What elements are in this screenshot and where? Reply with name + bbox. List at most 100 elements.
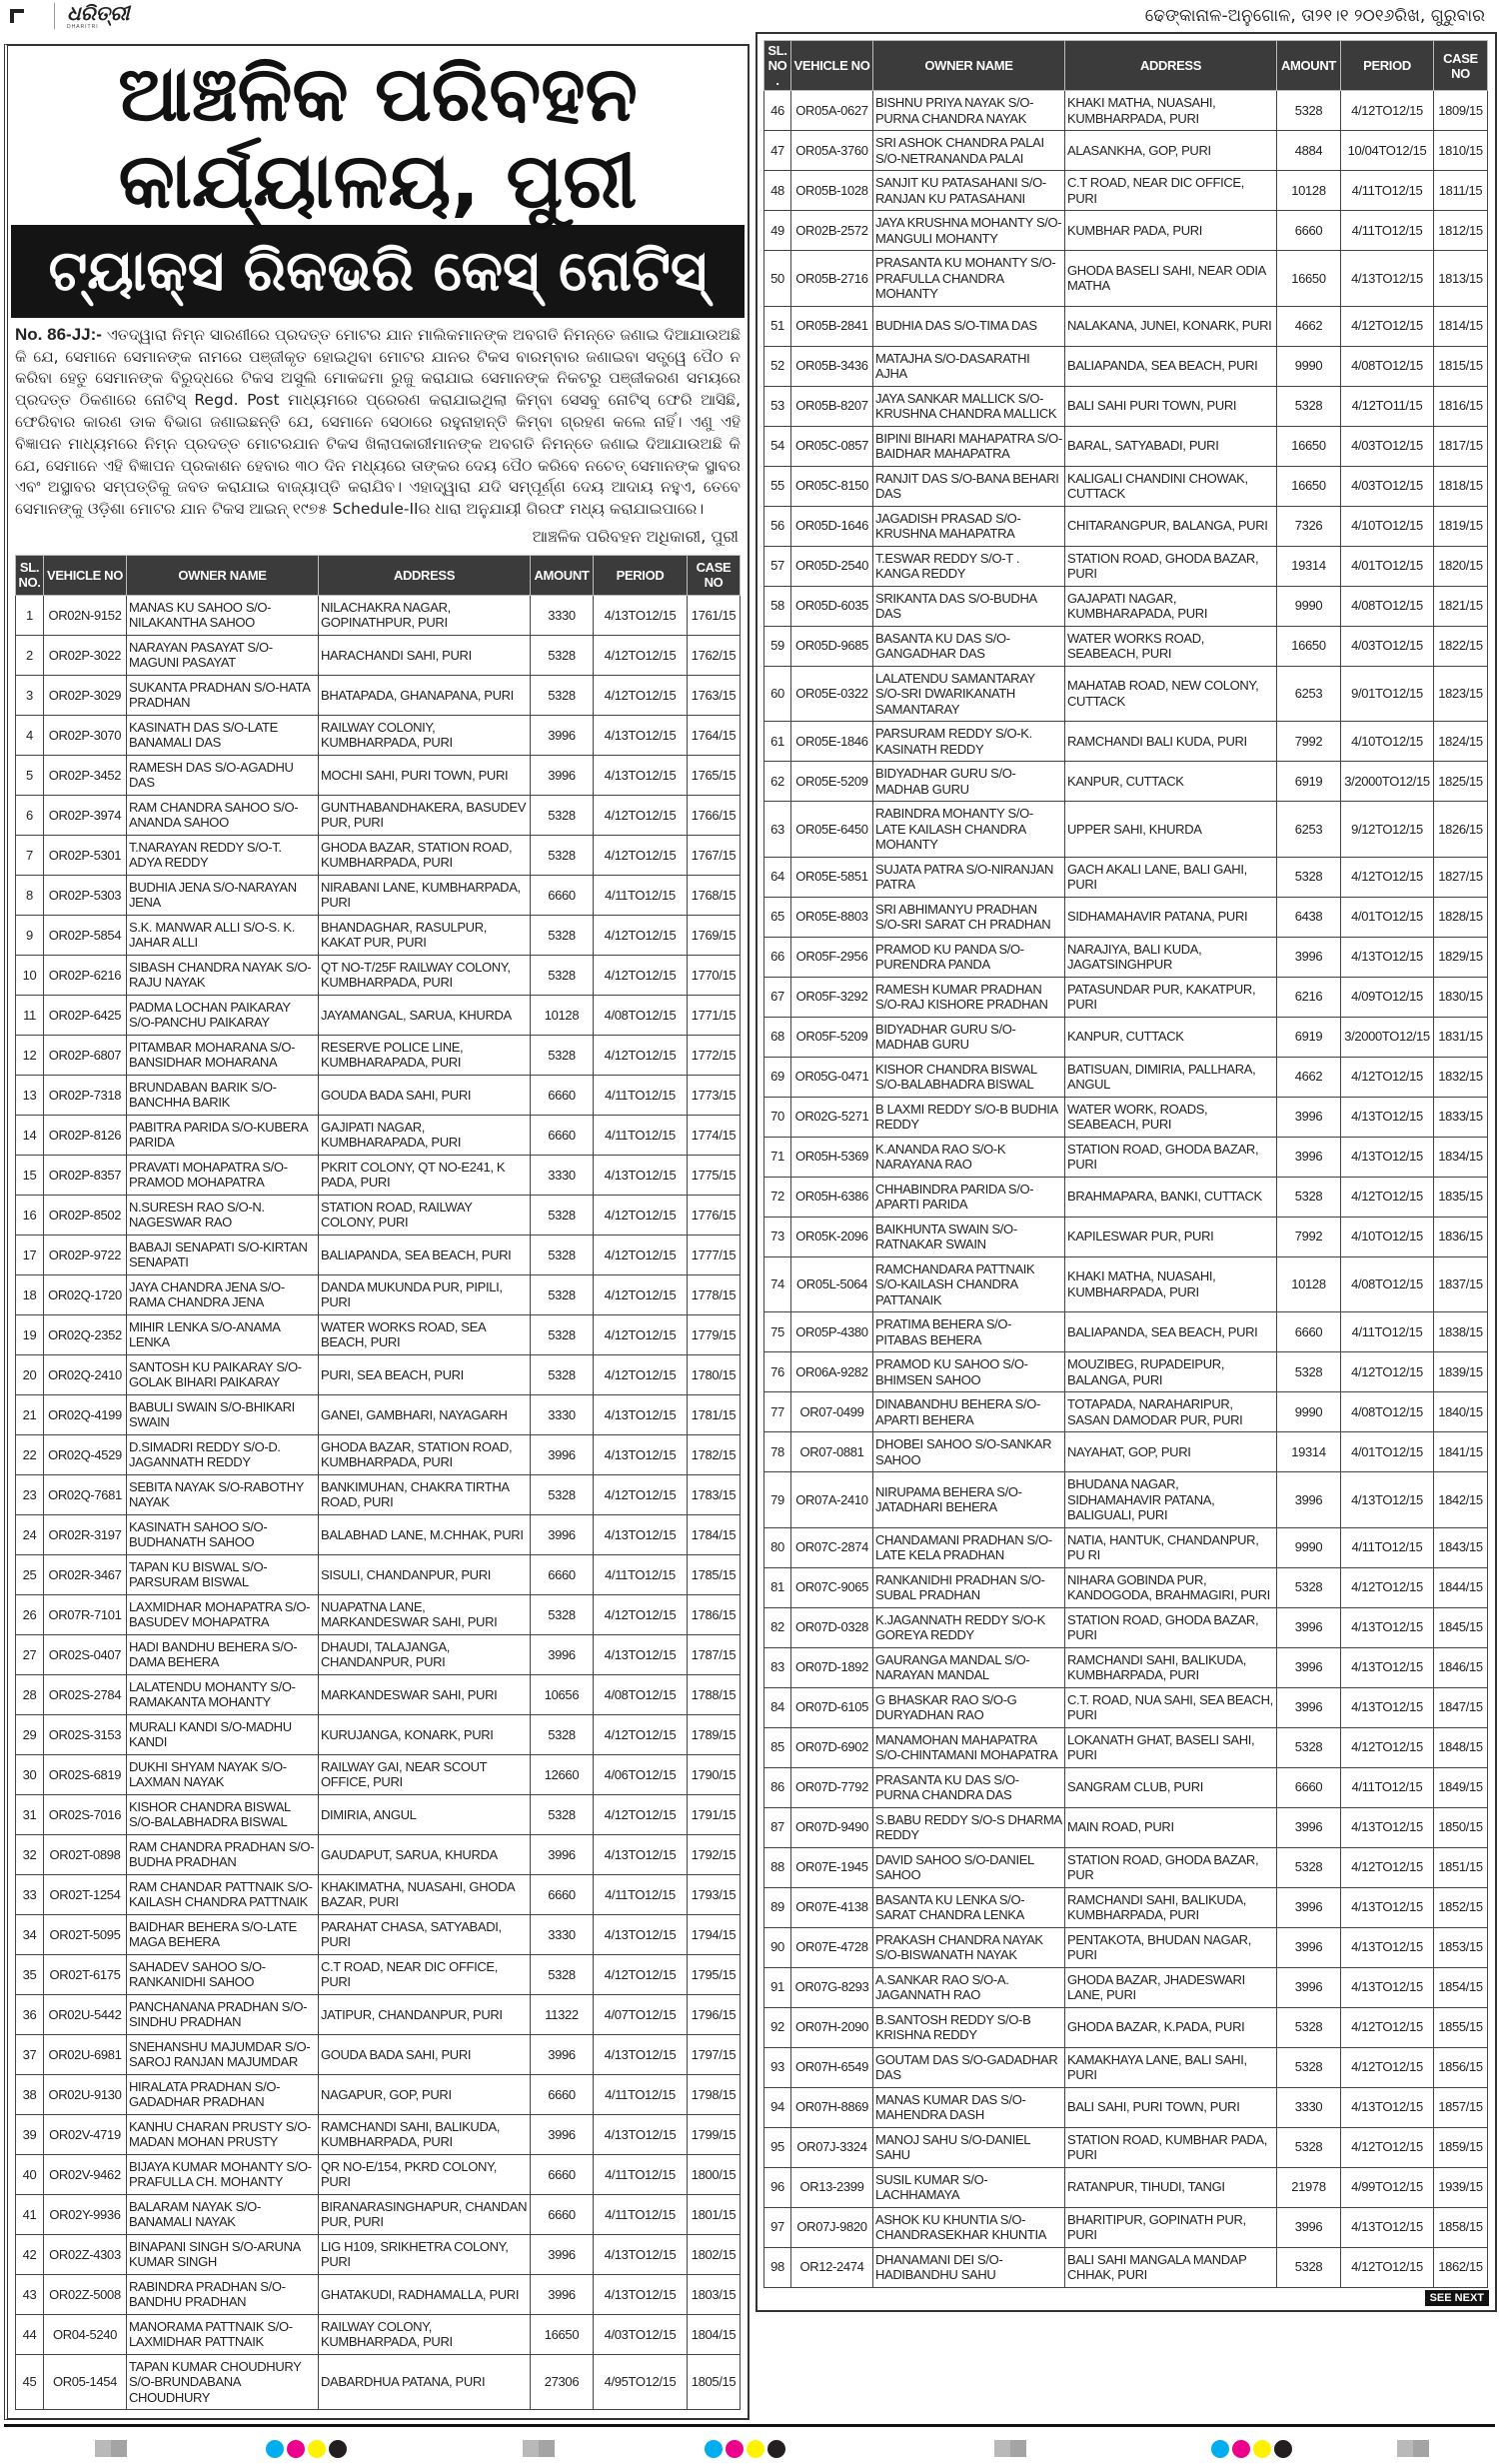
cell-case-no: 1784/15 — [687, 1513, 741, 1555]
cell-period: 4/12TO12/15 — [593, 634, 688, 676]
cell-vehicle-no: OR02Q-4529 — [43, 1433, 127, 1475]
cell-address: RAMCHANDI BALI KUDA, PURI — [1064, 721, 1277, 762]
cell-sl-no: 76 — [763, 1351, 791, 1392]
cell-case-no: 1843/15 — [1433, 1526, 1488, 1568]
cell-vehicle-no: OR02P-6807 — [43, 1034, 127, 1076]
cell-address: JATIPUR, CHANDANPUR, PURI — [318, 1993, 531, 2035]
cell-amount: 5328 — [1276, 90, 1341, 131]
cell-address: UPPER SAHI, KHURDA — [1064, 801, 1277, 858]
cell-case-no: 1819/15 — [1433, 505, 1488, 547]
table-row: 90 OR07E-4728 PRAKASH CHANDRA NAYAK S/O-BI… — [763, 1926, 1488, 1968]
cell-amount: 5328 — [530, 1233, 594, 1275]
print-footer — [0, 2424, 1499, 2464]
cell-case-no: 1826/15 — [1433, 801, 1488, 858]
cell-address: HARACHANDI SAHI, PURI — [318, 634, 531, 676]
cell-address: RAILWAY COLONY, KUMBHARPADA, PURI — [318, 2313, 531, 2355]
table-row: 40 OR02V-9462 BIJAYA KUMAR MOHANTY S/O-PRA… — [15, 2153, 741, 2195]
cell-owner-name: MANORAMA PATTNAIK S/O-LAXMIDHAR PATTNAIK — [126, 2313, 319, 2355]
table-row: 34 OR02T-5095 BAIDHAR BEHERA S/O-LATE MAGA… — [15, 1913, 741, 1955]
cell-sl-no: 54 — [763, 425, 791, 467]
cell-vehicle-no: OR02G-5271 — [790, 1096, 873, 1138]
cell-case-no: 1761/15 — [687, 594, 741, 636]
cell-owner-name: HADI BANDHU BEHERA S/O-DAMA BEHERA — [126, 1633, 319, 1675]
cell-case-no: 1802/15 — [687, 2233, 741, 2275]
cell-period: 4/12TO12/15 — [593, 954, 688, 996]
cell-vehicle-no: OR02Z-5008 — [43, 2273, 127, 2315]
cell-period: 4/13TO12/15 — [1340, 1136, 1434, 1178]
cell-period: 4/09TO12/15 — [1340, 976, 1434, 1018]
cell-period: 4/06TO12/15 — [593, 1753, 688, 1795]
cell-case-no: 1776/15 — [687, 1194, 741, 1235]
cell-case-no: 1790/15 — [687, 1753, 741, 1795]
cell-address: PATASUNDAR PUR, KAKATPUR, PURI — [1064, 976, 1277, 1018]
cell-case-no: 1854/15 — [1433, 1966, 1488, 2008]
table-row: 81 OR07C-9065 RANKANIDHI PRADHAN S/O-SUBAL… — [763, 1566, 1488, 1608]
cell-amount: 3996 — [530, 2113, 594, 2155]
cell-period: 4/03TO12/15 — [1340, 625, 1434, 667]
table-row: 16 OR02P-8502 N.SURESH RAO S/O-N. NAGESWAR… — [15, 1194, 741, 1235]
cell-amount: 5328 — [1276, 1351, 1341, 1392]
cell-owner-name: DINABANDHU BEHERA S/O-APARTI BEHERA — [872, 1391, 1065, 1432]
cell-address: GHODA BASELI SAHI, NEAR ODIA MATHA — [1064, 250, 1277, 307]
newspaper-logo: ଧରିତ୍ରୀ — [67, 1, 130, 25]
notice-frame-right: SL. NO. VEHICLE NO OWNER NAME ADDRESS AMOUNT… — [755, 32, 1497, 2312]
cell-period: 4/11TO12/15 — [593, 2153, 688, 2195]
cell-case-no: 1763/15 — [687, 674, 741, 716]
table-row: 80 OR07C-2874 CHANDAMANI PRADHAN S/O-LATE … — [763, 1526, 1488, 1568]
cell-sl-no: 40 — [15, 2153, 44, 2195]
cell-sl-no: 87 — [763, 1806, 791, 1848]
cell-case-no: 1834/15 — [1433, 1136, 1488, 1178]
cell-address: MOUZIBEG, RUPADEIPUR, BALANGA, PURI — [1064, 1351, 1277, 1392]
cell-vehicle-no: OR02S-3153 — [43, 1713, 127, 1755]
cell-period: 4/08TO12/15 — [1340, 345, 1434, 387]
cell-sl-no: 45 — [15, 2353, 44, 2411]
table-row: 98 OR12-2474 DHANAMANI DEI S/O-HADIBANDHU … — [763, 2246, 1488, 2288]
cell-period: 4/11TO12/15 — [1340, 210, 1434, 251]
cell-case-no: 1815/15 — [1433, 345, 1488, 387]
cell-vehicle-no: OR02T-1254 — [43, 1873, 127, 1915]
cell-period: 4/12TO12/15 — [1340, 1176, 1434, 1218]
cell-address: RAILWAY GAI, NEAR SCOUT OFFICE, PURI — [318, 1753, 531, 1795]
cell-case-no: 1795/15 — [687, 1953, 741, 1995]
cell-case-no: 1786/15 — [687, 1593, 741, 1635]
cell-amount: 6919 — [1276, 761, 1341, 802]
cell-amount: 27306 — [530, 2353, 594, 2411]
cell-vehicle-no: OR07D-7792 — [790, 1766, 873, 1808]
table-row: 41 OR02Y-9936 BALARAM NAYAK S/O-BANAMALI N… — [15, 2193, 741, 2235]
cell-amount: 6253 — [1276, 801, 1341, 858]
cell-amount: 5328 — [530, 1473, 594, 1515]
cell-sl-no: 3 — [15, 674, 44, 716]
cell-period: 4/11TO12/15 — [1340, 1311, 1434, 1352]
cell-case-no: 1798/15 — [687, 2073, 741, 2115]
table-row: 97 OR07J-9820 ASHOK KU KHUNTIA S/O-CHANDRA… — [763, 2206, 1488, 2248]
tax-cases-table-left: SL. NO. VEHICLE NO OWNER NAME ADDRESS AMOUNT… — [15, 554, 741, 2411]
cell-sl-no: 62 — [763, 761, 791, 802]
cell-vehicle-no: OR02P-3974 — [43, 794, 127, 836]
cell-owner-name: PRASANTA KU DAS S/O-PURNA CHANDRA DAS — [872, 1766, 1065, 1808]
cell-address: DHAUDI, TALAJANGA, CHANDANPUR, PURI — [318, 1633, 531, 1675]
cell-vehicle-no: OR05H-5369 — [790, 1136, 873, 1178]
cell-vehicle-no: OR02T-6175 — [43, 1953, 127, 1995]
cell-period: 4/12TO12/15 — [1340, 1351, 1434, 1392]
cell-address: KANPUR, CUTTACK — [1064, 761, 1277, 802]
cell-amount: 5328 — [530, 1273, 594, 1315]
cell-address: CHITARANGPUR, BALANGA, PURI — [1064, 505, 1277, 547]
cell-sl-no: 93 — [763, 2046, 791, 2088]
table-row: 78 OR07-0881 DHOBEI SAHOO S/O-SANKAR SAHOO… — [763, 1431, 1488, 1472]
cell-owner-name: BIJAYA KUMAR MOHANTY S/O-PRAFULLA CH. MO… — [126, 2153, 319, 2195]
table-row: 32 OR02T-0898 RAM CHANDRA PRADHAN S/O-BUDH… — [15, 1833, 741, 1875]
cell-sl-no: 60 — [763, 665, 791, 722]
cell-sl-no: 17 — [15, 1233, 44, 1275]
cell-amount: 3996 — [1276, 1471, 1341, 1528]
cell-amount: 5328 — [1276, 385, 1341, 427]
cell-owner-name: RAM CHANDRA PRADHAN S/O-BUDHA PRADHAN — [126, 1833, 319, 1875]
cell-vehicle-no: OR05F-5209 — [790, 1016, 873, 1058]
cell-sl-no: 44 — [15, 2313, 44, 2355]
cell-sl-no: 82 — [763, 1606, 791, 1648]
notice-body: No. 86-JJ:- ଏତଦ୍ୱାରା ନିମ୍ନ ସାରଣୀରେ ପ୍ରଦତ… — [15, 324, 741, 521]
cell-amount: 3996 — [530, 754, 594, 796]
cell-owner-name: RAMESH DAS S/O-AGADHU DAS — [126, 754, 319, 796]
cell-period: 4/11TO12/15 — [593, 1873, 688, 1915]
cmyk-dots-icon — [1211, 2440, 1292, 2459]
cell-vehicle-no: OR02T-0898 — [43, 1833, 127, 1875]
